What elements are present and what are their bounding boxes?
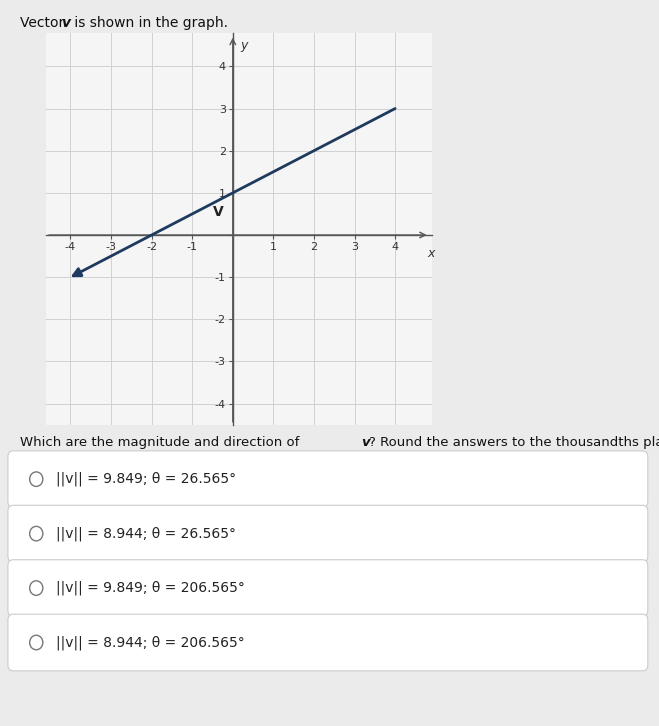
Text: ||v|| = 8.944; θ = 206.565°: ||v|| = 8.944; θ = 206.565° bbox=[56, 635, 244, 650]
Text: ||v|| = 9.849; θ = 26.565°: ||v|| = 9.849; θ = 26.565° bbox=[56, 472, 236, 486]
Text: x: x bbox=[427, 247, 434, 260]
Text: V: V bbox=[214, 205, 224, 219]
Text: ? Round the answers to the thousandths place.: ? Round the answers to the thousandths p… bbox=[369, 436, 659, 449]
Text: is shown in the graph.: is shown in the graph. bbox=[70, 16, 228, 30]
Text: ||v|| = 9.849; θ = 206.565°: ||v|| = 9.849; θ = 206.565° bbox=[56, 581, 245, 595]
Text: y: y bbox=[240, 39, 248, 52]
Text: ||v|| = 8.944; θ = 26.565°: ||v|| = 8.944; θ = 26.565° bbox=[56, 526, 236, 541]
Text: Vector: Vector bbox=[20, 16, 69, 30]
Text: v: v bbox=[61, 16, 70, 30]
Text: v: v bbox=[361, 436, 370, 449]
Text: Which are the magnitude and direction of: Which are the magnitude and direction of bbox=[20, 436, 303, 449]
